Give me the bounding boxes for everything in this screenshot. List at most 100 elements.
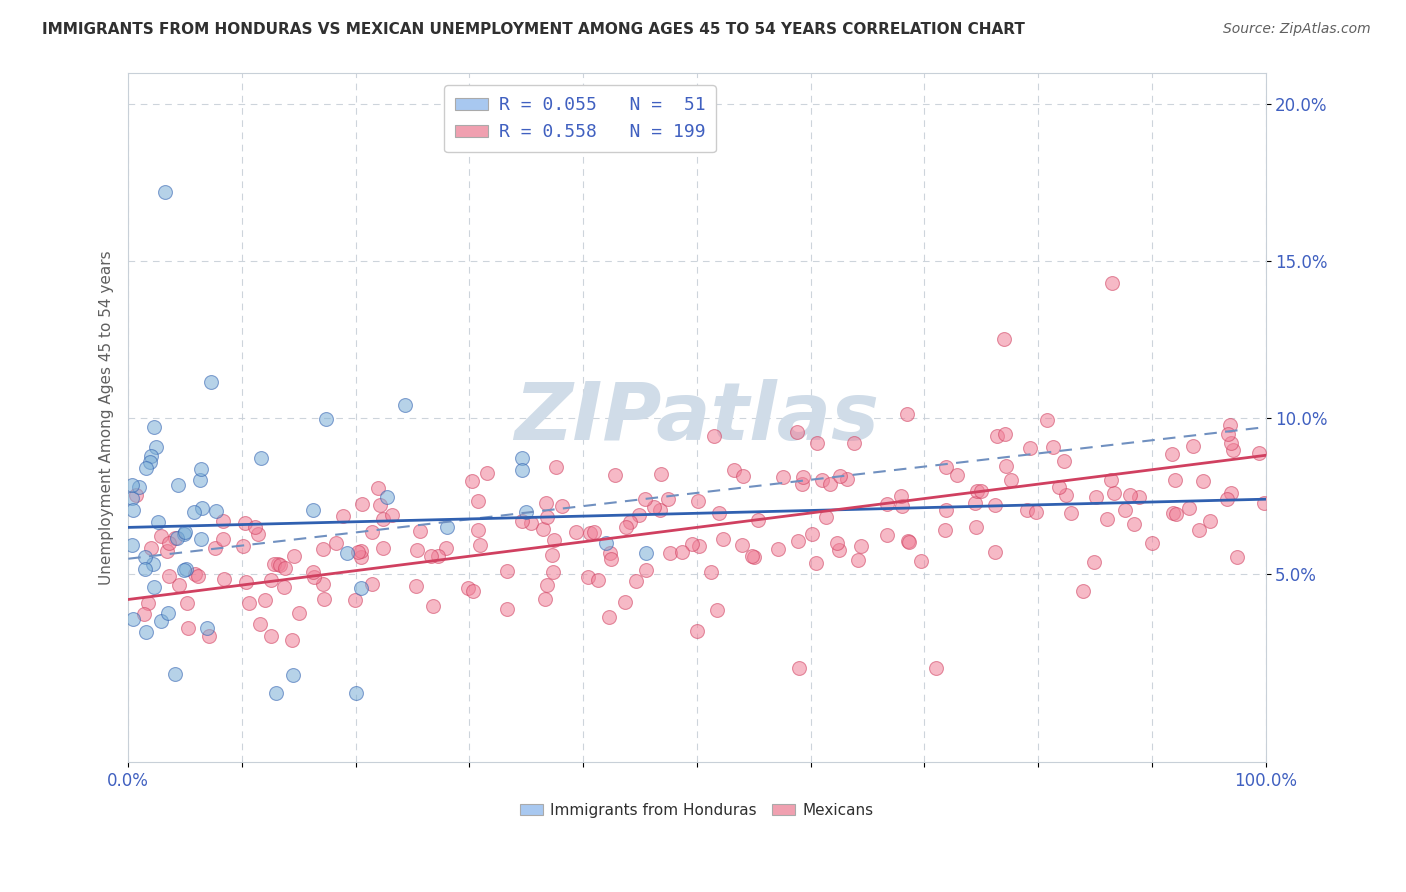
Point <box>1083 555 1105 569</box>
Point <box>688 493 710 508</box>
Point <box>1164 507 1187 521</box>
Point <box>427 549 450 564</box>
Point <box>344 592 367 607</box>
Point <box>1219 436 1241 450</box>
Point <box>312 592 335 607</box>
Point <box>121 478 143 492</box>
Point <box>1164 473 1187 487</box>
Point <box>142 580 165 594</box>
Point <box>143 419 166 434</box>
Point <box>496 564 519 578</box>
Point <box>156 544 179 558</box>
Point <box>263 557 285 571</box>
Point <box>260 574 283 588</box>
Point <box>136 596 159 610</box>
Point <box>650 467 672 481</box>
Point <box>510 463 533 477</box>
Point <box>935 503 957 517</box>
Point <box>1019 442 1042 456</box>
Point <box>371 512 394 526</box>
Point <box>579 525 602 540</box>
Point <box>1178 501 1201 516</box>
Point <box>174 562 197 576</box>
Point <box>436 520 458 534</box>
Point <box>709 506 731 520</box>
Point <box>153 185 176 199</box>
Point <box>212 532 235 546</box>
Point <box>190 500 212 515</box>
Point <box>367 481 389 495</box>
Point <box>605 468 627 483</box>
Point <box>536 509 558 524</box>
Point <box>994 426 1017 441</box>
Point <box>747 513 769 527</box>
Point <box>405 543 427 558</box>
Point <box>595 536 617 550</box>
Point <box>204 541 226 556</box>
Point <box>772 469 794 483</box>
Point <box>128 480 150 494</box>
Point <box>139 455 162 469</box>
Point <box>965 496 987 510</box>
Point <box>121 538 143 552</box>
Point <box>995 459 1018 474</box>
Point <box>394 398 416 412</box>
Point <box>876 497 898 511</box>
Point <box>190 462 212 476</box>
Point <box>1042 440 1064 454</box>
Point <box>361 525 384 540</box>
Point <box>984 499 1007 513</box>
Point <box>187 568 209 582</box>
Point <box>851 539 873 553</box>
Point <box>1122 517 1144 532</box>
Point <box>238 597 260 611</box>
Point <box>468 538 491 552</box>
Point <box>163 667 186 681</box>
Point <box>332 509 354 524</box>
Point <box>1119 488 1142 502</box>
Point <box>167 478 190 492</box>
Point <box>534 496 557 510</box>
Point <box>195 621 218 635</box>
Point <box>135 624 157 639</box>
Point <box>686 624 709 638</box>
Point <box>1101 276 1123 290</box>
Point <box>190 532 212 546</box>
Point <box>550 499 572 513</box>
Point <box>457 581 479 595</box>
Point <box>200 376 222 390</box>
Point <box>166 532 188 546</box>
Point <box>461 474 484 488</box>
Point <box>599 546 621 560</box>
Point <box>1047 480 1070 494</box>
Point <box>731 538 754 552</box>
Point <box>619 516 641 530</box>
Point <box>614 519 637 533</box>
Point <box>1253 496 1275 510</box>
Point <box>543 533 565 547</box>
Point <box>344 686 367 700</box>
Point <box>121 503 143 517</box>
Point <box>983 545 1005 559</box>
Point <box>157 606 180 620</box>
Point <box>896 407 918 421</box>
Point <box>173 563 195 577</box>
Point <box>197 629 219 643</box>
Point <box>283 549 305 563</box>
Point <box>787 661 810 675</box>
Point <box>145 440 167 454</box>
Point <box>139 541 162 555</box>
Point <box>564 524 586 539</box>
Point <box>496 601 519 615</box>
Point <box>273 580 295 594</box>
Point <box>643 500 665 514</box>
Point <box>624 574 647 588</box>
Point <box>634 546 657 560</box>
Point <box>1187 523 1209 537</box>
Point <box>375 491 398 505</box>
Point <box>475 467 498 481</box>
Point <box>510 514 533 528</box>
Point <box>264 686 287 700</box>
Point <box>125 488 148 502</box>
Point <box>1114 503 1136 517</box>
